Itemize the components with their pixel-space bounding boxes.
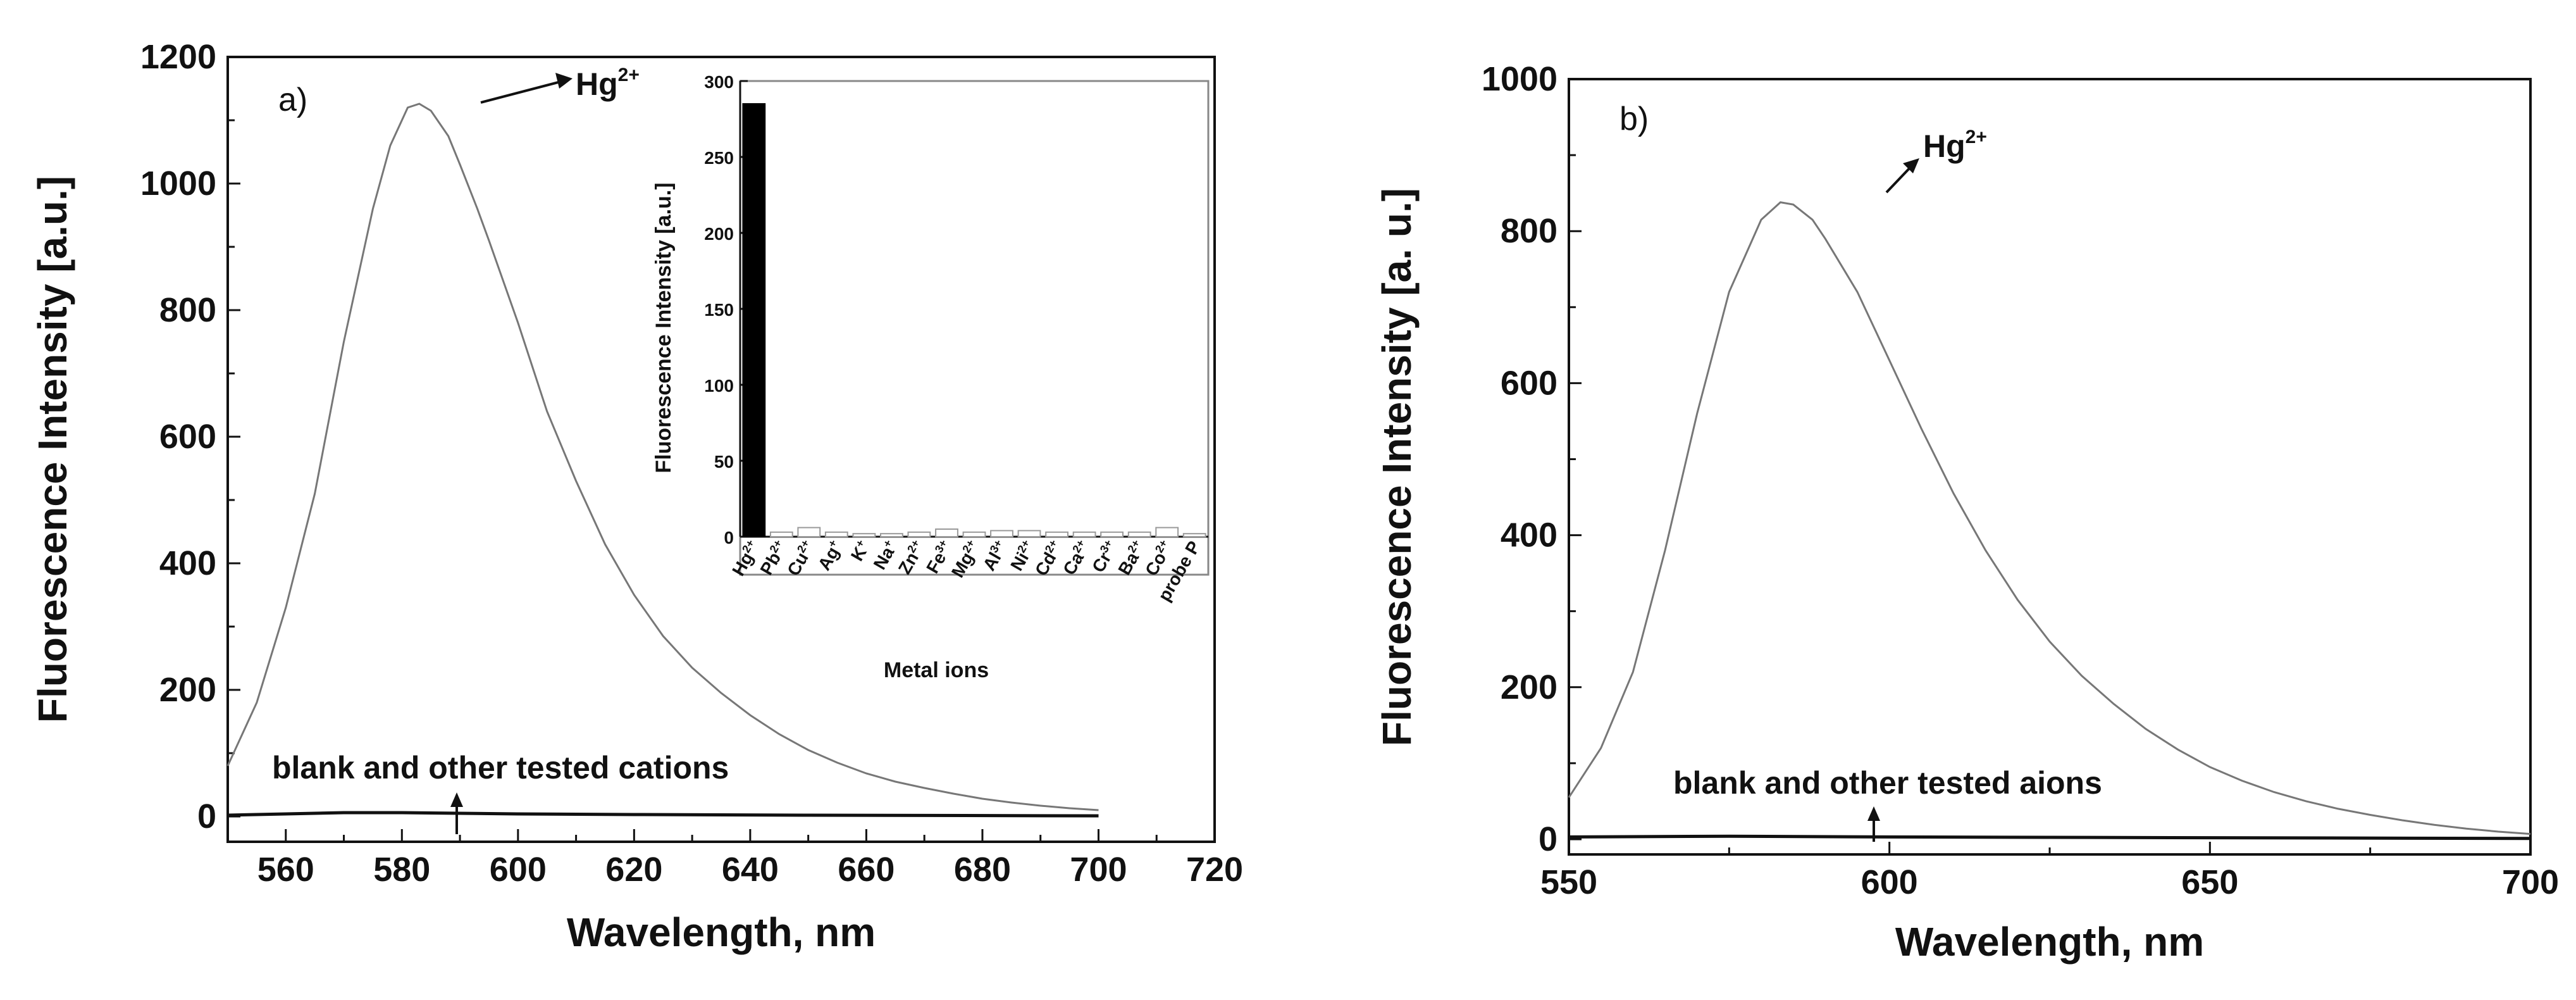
panel-a-baseline-arrowhead — [450, 792, 463, 807]
panel-b-y-tick-label: 200 — [1501, 668, 1557, 706]
panel-a-peak-label: Hg2+ — [576, 65, 640, 102]
panel-a-peak-arrow — [480, 80, 564, 104]
panel-a-y-tick-label: 200 — [159, 671, 216, 709]
panel-b-y-tick-label: 400 — [1501, 516, 1557, 554]
panel-a-y-tick-label: 400 — [159, 544, 216, 582]
panel-b-baseline-series-line — [1568, 834, 2531, 841]
panel-a-x-axis-label: Wavelength, nm — [567, 909, 876, 955]
panel-a-y-tick-label: 1000 — [140, 165, 216, 203]
panel-a-x-tick-label: 560 — [257, 851, 314, 889]
panel-b-baseline-arrowhead — [1867, 806, 1880, 821]
inset-bar — [935, 528, 958, 537]
panel-a-y-axis-label: Fluorescence Intensity [a.u.] — [30, 176, 75, 723]
panel-b-y-tick-label: 1000 — [1482, 60, 1557, 98]
inset-bar — [1072, 531, 1096, 537]
panel-b-plot-frame — [1568, 78, 2532, 856]
inset-bar — [1182, 533, 1206, 538]
inset-y-tick-label: 300 — [704, 72, 734, 92]
inset-x-axis-label: Metal ions — [884, 658, 989, 682]
inset-y-tick-label: 200 — [704, 224, 734, 244]
panel-a-y-tick-label: 0 — [197, 797, 216, 835]
panel-b-x-axis-label: Wavelength, nm — [1895, 919, 2204, 965]
inset-bar — [1100, 531, 1124, 537]
panel-a-x-tick-label: 620 — [605, 851, 662, 889]
panel-a-x-tick-label: 640 — [722, 851, 779, 889]
panel-b-peak-arrowhead — [1903, 158, 1919, 173]
inset-bar — [990, 530, 1013, 538]
inset-bar — [1127, 531, 1151, 537]
panel-b-peak-label: Hg2+ — [1923, 127, 1987, 164]
inset-bar — [1017, 530, 1041, 538]
inset-bar — [880, 533, 903, 538]
panel-a-hg-series-line — [226, 103, 1099, 811]
inset-bar — [824, 531, 848, 537]
panel-b-y-tick-label: 0 — [1539, 820, 1557, 858]
inset-bar — [742, 103, 766, 537]
inset-bar — [1045, 531, 1068, 537]
inset-y-tick-label: 250 — [704, 148, 734, 168]
panel-a-y-tick-label: 800 — [159, 291, 216, 329]
panel-a-plot-frame — [226, 56, 1216, 843]
panel-a-x-tick-label: 600 — [490, 851, 547, 889]
panel-a-x-tick-label: 580 — [373, 851, 430, 889]
panel-b-x-tick-label: 600 — [1861, 863, 1918, 901]
inset-bar — [852, 533, 876, 538]
panel-a-peak-arrowhead — [555, 73, 573, 89]
panel-b-label: b) — [1619, 101, 1649, 137]
panel-b-chart: 550 600 650 700 0 200 400 600 800 1000 b) Wavelen… — [1374, 60, 2559, 965]
panel-a-baseline-label: blank and other tested cations — [272, 750, 729, 785]
inset-y-tick-label: 50 — [714, 452, 734, 472]
panel-a-chart: 560 580 600 620 640 660 680 700 720 0 200 400 600 800… — [30, 38, 1243, 955]
inset-bar — [797, 527, 821, 537]
inset-bar — [962, 531, 986, 537]
inset-bar — [1155, 527, 1179, 537]
panel-b-baseline-label: blank and other tested aions — [1673, 765, 2102, 801]
inset-y-tick-label: 100 — [704, 376, 734, 396]
panel-a-label: a) — [278, 82, 307, 118]
inset-y-axis-label: Fluorescence Intensity [a.u.] — [652, 182, 676, 473]
inset-bar — [769, 531, 793, 537]
inset-bar — [907, 531, 931, 537]
panel-b-x-tick-label: 550 — [1540, 863, 1597, 901]
panel-a-x-tick-label: 700 — [1070, 851, 1127, 889]
panel-b-x-tick-label: 650 — [2181, 863, 2238, 901]
inset-plot-frame — [739, 80, 1210, 576]
panel-b-y-tick-label: 600 — [1501, 364, 1557, 402]
panel-b-hg-series-line — [1568, 201, 2531, 835]
panel-a-x-tick-label: 720 — [1186, 851, 1243, 889]
panel-a-x-tick-label: 680 — [954, 851, 1011, 889]
inset-y-tick-label: 0 — [724, 528, 734, 547]
panel-b-y-tick-label: 800 — [1501, 212, 1557, 250]
inset-y-tick-label: 150 — [704, 300, 734, 320]
panel-b-x-tick-label: 700 — [2502, 863, 2559, 901]
panel-a-y-tick-label: 1200 — [140, 38, 216, 76]
panel-b-y-axis-label: Fluorescence Intensity [a. u.] — [1374, 188, 1420, 746]
panel-a-baseline-series-line — [227, 811, 1099, 818]
panel-a-x-tick-label: 660 — [838, 851, 895, 889]
panel-a-y-tick-label: 600 — [159, 418, 216, 456]
panel-b-peak-arrow — [1885, 165, 1913, 194]
